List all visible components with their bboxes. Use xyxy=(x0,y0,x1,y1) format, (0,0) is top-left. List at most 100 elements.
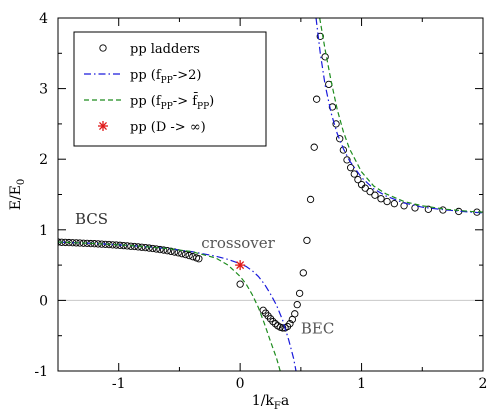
series-1-point-83 xyxy=(424,205,433,213)
annotation-bec: BEC xyxy=(301,320,334,338)
series-1-point-71 xyxy=(346,164,355,172)
legend-entry-3-label: pp (fPP-> f̄PP) xyxy=(130,92,214,112)
series-1-point-66 xyxy=(328,103,337,111)
series-1-point-31 xyxy=(163,247,171,255)
legend-entry-2-label: pp (fPP->2) xyxy=(130,68,201,86)
series-1-point-26 xyxy=(145,244,153,252)
y-tick-label: 0 xyxy=(39,293,48,309)
series-1-point-82 xyxy=(411,204,419,212)
y-axis-label-sub: 0 xyxy=(16,179,27,185)
series-1-point-30 xyxy=(159,246,168,254)
y-tick-label: 1 xyxy=(39,223,48,239)
series-1-point-74 xyxy=(357,180,366,189)
annotations: BCS crossover BEC xyxy=(75,210,334,337)
legend-entry-1: pp ladders xyxy=(99,42,200,57)
series-1-point-68 xyxy=(336,135,344,143)
series-2-line-1 xyxy=(58,241,297,371)
x-axis-label-sub: F xyxy=(274,401,281,412)
series-1-point-38 xyxy=(189,253,197,261)
series-1-point-36 xyxy=(181,250,190,259)
series-1-point-57 xyxy=(295,289,304,297)
series-2-line-2 xyxy=(315,18,483,214)
annotation-crossover: crossover xyxy=(201,234,275,252)
series-1-point-29 xyxy=(156,245,164,254)
plot-area xyxy=(58,18,483,371)
series-4-point-1-stroke xyxy=(236,261,245,270)
series-1-point-67 xyxy=(332,120,340,128)
series-1-point-61 xyxy=(310,143,318,151)
series-1-point-25 xyxy=(141,244,150,252)
legend-entry-2-label-sub: PP xyxy=(161,76,173,86)
y-axis-label-main: E/E xyxy=(8,185,24,210)
x-axis-label-main: 1/k xyxy=(252,393,275,409)
y-tick-label: 4 xyxy=(39,11,48,27)
y-tick-label: 2 xyxy=(39,152,48,168)
legend-entry-2-label-pre: pp (f xyxy=(130,68,162,83)
legend-entry-4-label: pp (D -> ∞) xyxy=(130,120,206,135)
y-tick-label: -1 xyxy=(34,364,48,380)
legend-entry-3-label-sub2: PP xyxy=(197,102,209,112)
series-1-point-64 xyxy=(321,53,329,61)
series-1-point-69 xyxy=(339,146,348,154)
series-1-point-37 xyxy=(185,251,193,260)
legend-entry-4-marker xyxy=(98,121,108,131)
legend-entry-3: pp (fPP-> f̄PP) xyxy=(84,92,214,112)
series-1-point-72 xyxy=(350,170,358,178)
series-3-line-2 xyxy=(319,18,483,213)
x-axis-label-tail: a xyxy=(281,393,289,409)
x-tick-label: -1 xyxy=(112,376,126,392)
legend-box xyxy=(73,31,267,147)
x-tick-label: 2 xyxy=(479,376,488,392)
legend-entry-4-marker-stroke xyxy=(99,122,107,130)
series-1-point-53 xyxy=(286,320,294,328)
series-1-point-47 xyxy=(271,320,280,328)
x-tick-label: 0 xyxy=(236,376,245,392)
series-1-point-63 xyxy=(316,32,324,41)
series-1-point-27 xyxy=(149,244,157,253)
series-1-point-60 xyxy=(306,195,315,204)
series-3-line-1 xyxy=(58,241,281,371)
series-1-point-70 xyxy=(343,156,351,164)
series-1-point-32 xyxy=(167,247,175,255)
y-tick-label: 3 xyxy=(39,82,48,98)
series-1-point-59 xyxy=(303,236,311,245)
series-1-point-80 xyxy=(390,200,399,208)
legend-entry-1-label-pre: pp ladders xyxy=(130,42,200,57)
legend-entry-3-label-post2: ) xyxy=(209,94,214,109)
series-1-point-56 xyxy=(293,300,301,309)
series-1-point-41 xyxy=(236,280,244,288)
x-axis-label: 1/kFa xyxy=(252,393,289,412)
series-group xyxy=(58,18,483,371)
y-axis-label: E/E0 xyxy=(8,179,27,211)
legend-entry-1-marker xyxy=(99,44,107,52)
series-1-point-77 xyxy=(371,191,379,199)
x-tick-label: 1 xyxy=(357,376,366,392)
series-4-point-1 xyxy=(235,260,246,271)
legend-entry-4-label-pre: pp (D -> ∞) xyxy=(130,120,206,135)
legend-entry-3-label-post: -> f̄ xyxy=(173,92,198,109)
series-1-point-58 xyxy=(299,269,307,277)
series-1-point-76 xyxy=(366,188,374,196)
series-1-point-46 xyxy=(269,317,277,326)
series-1-point-4 xyxy=(65,238,73,247)
series-1-point-75 xyxy=(361,184,369,192)
legend-entry-3-label-sub: PP xyxy=(161,102,173,112)
legend-entry-2-label-post: ->2) xyxy=(173,68,202,83)
legend-entry-4: pp (D -> ∞) xyxy=(98,120,206,135)
series-1-point-78 xyxy=(377,195,385,203)
legend-entry-2: pp (fPP->2) xyxy=(84,68,201,86)
series-1-point-62 xyxy=(312,95,321,103)
legend-entry-3-label-pre: pp (f xyxy=(130,94,162,109)
annotation-bcs: BCS xyxy=(75,210,108,228)
series-1-point-40 xyxy=(195,255,203,263)
series-1-point-28 xyxy=(152,245,161,253)
series-1-point-50 xyxy=(278,324,287,332)
legend-entry-1-label: pp ladders xyxy=(130,42,200,57)
series-1-point-22 xyxy=(130,242,139,251)
series-1-point-55 xyxy=(291,310,299,318)
series-1-point-79 xyxy=(383,197,391,206)
series-1-point-73 xyxy=(354,176,362,184)
